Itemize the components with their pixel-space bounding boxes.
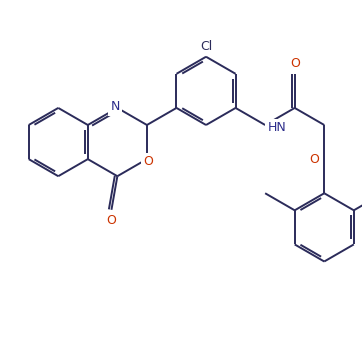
Text: O: O xyxy=(290,57,299,70)
Text: O: O xyxy=(143,155,153,168)
Text: O: O xyxy=(309,153,319,166)
Text: O: O xyxy=(106,214,117,227)
Text: Cl: Cl xyxy=(200,40,212,53)
Text: HN: HN xyxy=(268,121,286,134)
Text: N: N xyxy=(110,101,120,114)
